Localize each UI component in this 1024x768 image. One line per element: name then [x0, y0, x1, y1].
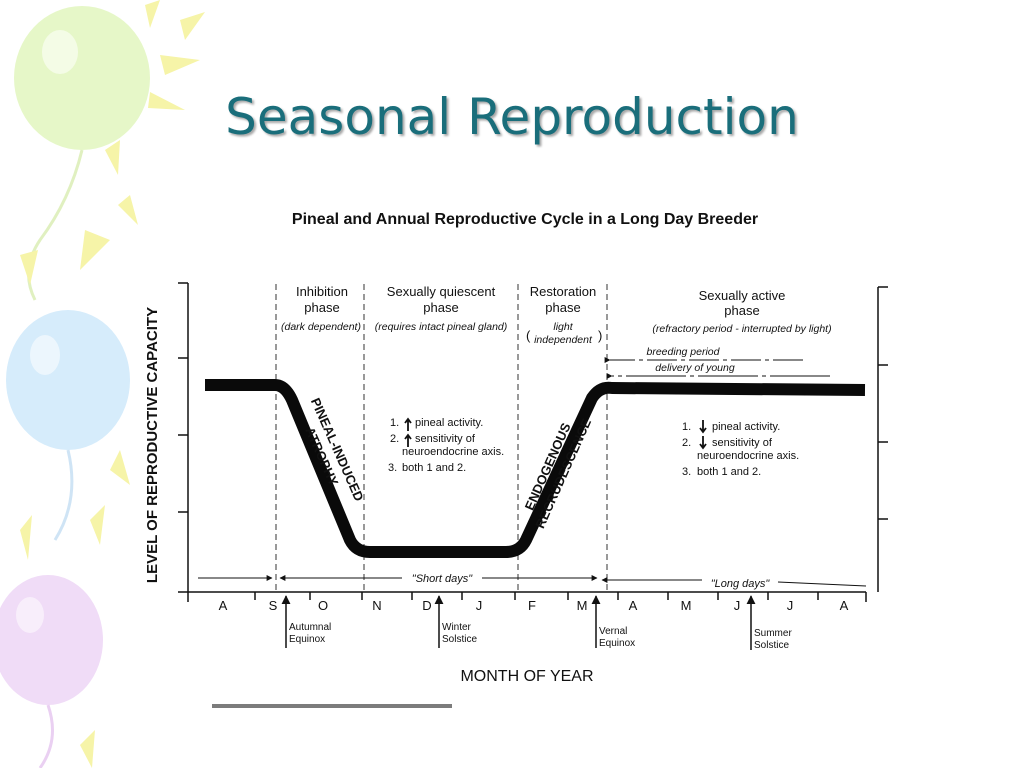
note-number: 1.	[390, 417, 399, 429]
event-label: Autumnal	[289, 622, 331, 633]
month-label: J	[734, 598, 741, 613]
long-days-label: "Long days"	[711, 578, 771, 590]
event-label: Equinox	[599, 638, 635, 649]
event-label: Solstice	[754, 640, 789, 651]
phase-note: independent	[534, 334, 593, 346]
month-label: A	[840, 598, 849, 613]
balloon-blue	[6, 310, 130, 541]
month-labels: A S O N D J F M A M J J A	[219, 598, 849, 613]
arrow-up-icon	[404, 417, 412, 431]
slide-title: Seasonal Reproduction	[225, 88, 799, 146]
note-text: both 1 and 2.	[402, 462, 466, 474]
y-axis-label: LEVEL OF REPRODUCTIVE CAPACITY	[144, 307, 161, 583]
sun-rays	[20, 0, 205, 768]
caption-fragment	[212, 704, 452, 708]
event-label: Winter	[442, 622, 472, 633]
long-days: "Long days"	[601, 577, 867, 590]
y-axis	[178, 282, 189, 593]
event-label: Equinox	[289, 634, 325, 645]
month-label: A	[629, 598, 638, 613]
month-label: M	[681, 598, 692, 613]
note-text: sensitivity of	[415, 433, 476, 445]
note-text: pineal activity.	[415, 417, 483, 429]
note-number: 3.	[682, 466, 691, 478]
phase-active: Sexually active phase (refractory period…	[652, 288, 831, 335]
note-text: sensitivity of	[712, 437, 773, 449]
breeding-period-label: breeding period	[647, 346, 721, 358]
short-days: "Short days"	[198, 573, 598, 585]
phase-title: Sexually quiescent	[387, 284, 496, 299]
month-axis	[187, 591, 867, 602]
x-axis-label: MONTH OF YEAR	[460, 668, 593, 685]
arrow-down-icon	[699, 436, 707, 450]
phase-note: (requires intact pineal gland)	[375, 321, 508, 333]
phase-note: light	[553, 321, 573, 333]
note-number: 2.	[390, 433, 399, 445]
arrow-down-icon	[699, 420, 707, 434]
arrow-up-icon	[404, 433, 412, 447]
paren-open: (	[526, 328, 531, 343]
short-days-label: "Short days"	[412, 573, 473, 585]
phase-title: Restoration	[530, 284, 596, 299]
month-label: O	[318, 598, 328, 613]
phase-dividers	[275, 284, 608, 590]
event-autumnal-equinox: Autumnal Equinox	[281, 595, 331, 648]
note-number: 3.	[388, 462, 397, 474]
event-label: Solstice	[442, 634, 477, 645]
active-notes: 1. pineal activity. 2. sensitivity of ne…	[682, 420, 799, 478]
phase-title: Inhibition	[296, 284, 348, 299]
phase-restoration: Restoration phase light independent ( )	[526, 284, 602, 346]
paren-close: )	[598, 328, 602, 343]
delivery-of-young: delivery of young	[606, 362, 830, 379]
balloon-purple	[0, 575, 103, 768]
note-text: neuroendocrine axis.	[697, 450, 799, 462]
event-label: Vernal	[599, 626, 627, 637]
phase-title: phase	[724, 303, 759, 318]
phase-quiescent: Sexually quiescent phase (requires intac…	[375, 284, 508, 333]
quiescent-notes: 1. pineal activity. 2. sensitivity of ne…	[388, 417, 504, 474]
note-number: 2.	[682, 437, 691, 449]
delivery-of-young-label: delivery of young	[655, 362, 735, 374]
note-text: neuroendocrine axis.	[402, 446, 504, 458]
note-text: both 1 and 2.	[697, 466, 761, 478]
phase-title: phase	[304, 300, 339, 315]
note-number: 1.	[682, 421, 691, 433]
phase-inhibition: Inhibition phase (dark dependent)	[281, 284, 361, 333]
event-vernal-equinox: Vernal Equinox	[591, 595, 635, 649]
phase-note: (refractory period - interrupted by ligh…	[652, 323, 831, 335]
event-winter-solstice: Winter Solstice	[434, 595, 477, 648]
month-label: A	[219, 598, 228, 613]
right-axis	[877, 286, 888, 592]
event-summer-solstice: Summer Solstice	[746, 595, 792, 651]
month-label: J	[787, 598, 794, 613]
month-label: M	[577, 598, 588, 613]
reproductive-capacity-curve	[205, 379, 866, 558]
note-text: pineal activity.	[712, 421, 780, 433]
phase-title: phase	[545, 300, 580, 315]
figure-title: Pineal and Annual Reproductive Cycle in …	[292, 211, 758, 228]
month-label: D	[422, 598, 431, 613]
phase-note: (dark dependent)	[281, 321, 361, 333]
breeding-period: breeding period	[604, 346, 803, 363]
event-label: Summer	[754, 628, 792, 639]
month-label: S	[269, 598, 278, 613]
phase-title: phase	[423, 300, 458, 315]
month-label: J	[476, 598, 483, 613]
month-label: F	[528, 598, 536, 613]
month-label: N	[372, 598, 381, 613]
phase-title: Sexually active	[699, 288, 786, 303]
